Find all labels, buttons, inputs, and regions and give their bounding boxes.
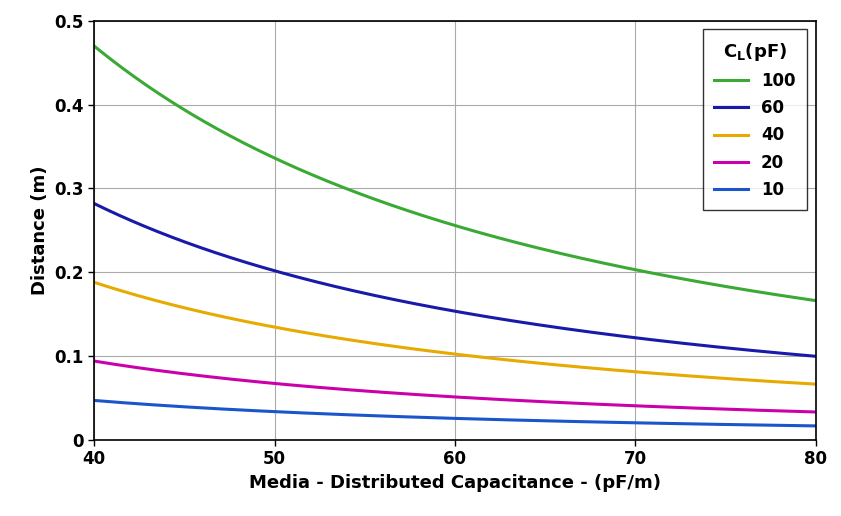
X-axis label: Media - Distributed Capacitance - (pF/m): Media - Distributed Capacitance - (pF/m) (249, 474, 661, 492)
Legend: 100, 60, 40, 20, 10: 100, 60, 40, 20, 10 (703, 29, 807, 211)
Y-axis label: Distance (m): Distance (m) (31, 166, 49, 295)
